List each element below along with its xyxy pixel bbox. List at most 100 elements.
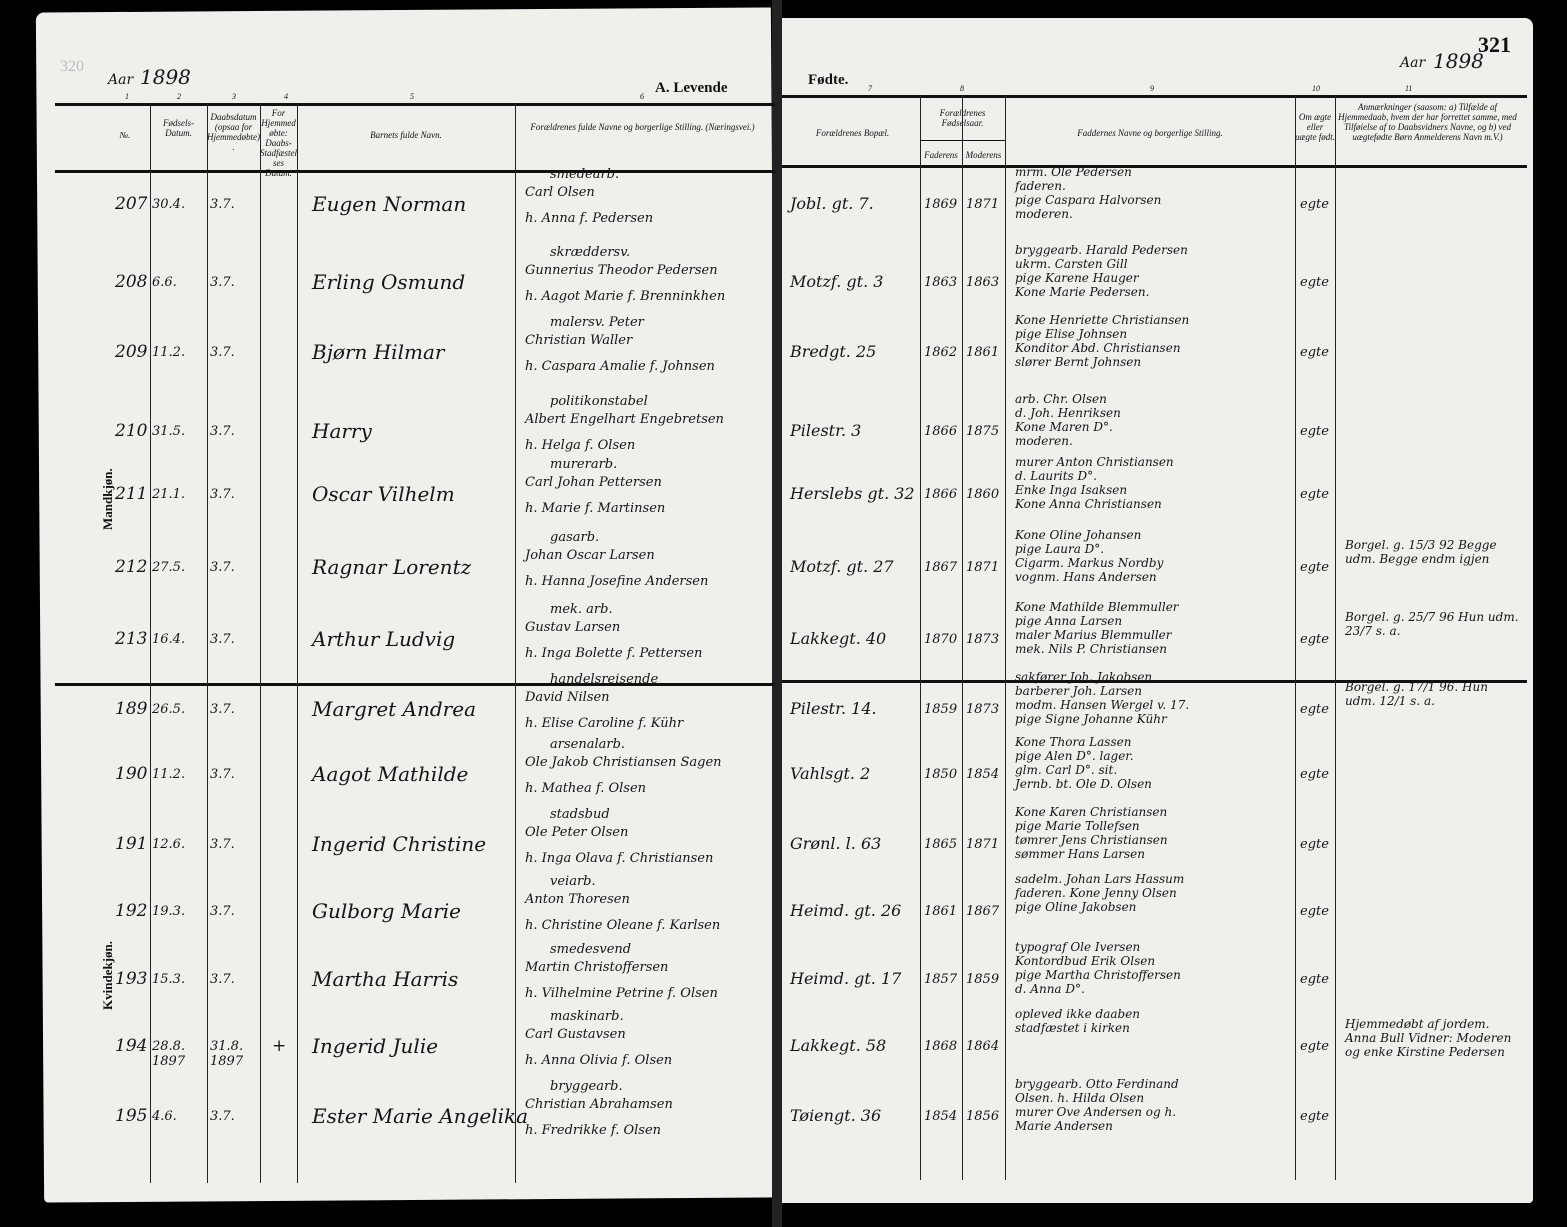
legitimacy: egte	[1300, 275, 1329, 290]
header-child-name: Barnets fulde Navn.	[370, 130, 442, 140]
mother-birth-year: 1873	[966, 632, 1000, 647]
header-home-baptized: For Hjemmedøbte: Daabs-Stadfæstelses Dat…	[260, 108, 298, 178]
godparent: sømmer Hans Larsen	[1015, 847, 1145, 861]
godparent: bryggearb. Harald Pedersen	[1015, 243, 1188, 257]
father-occupation: maskinarb.	[550, 1009, 624, 1024]
father-name: Christian Waller	[525, 333, 633, 348]
godparent: pige Karene Hauger	[1015, 271, 1139, 285]
legitimacy: egte	[1300, 345, 1329, 360]
father-birth-year: 1859	[924, 702, 958, 717]
section-male: Mandkjøn.	[100, 468, 115, 530]
father-name: Ole Jakob Christiansen Sagen	[525, 755, 722, 770]
child-name: Aagot Mathilde	[312, 762, 469, 786]
column-line	[962, 95, 963, 1180]
child-name: Ragnar Lorentz	[312, 555, 472, 579]
entry-number: 211	[115, 484, 148, 504]
father-occupation: bryggearb.	[550, 1079, 623, 1094]
child-name: Arthur Ludvig	[312, 627, 456, 651]
father-occupation: malersv. Peter	[550, 315, 644, 330]
header-legit: Om ægte eller uægte født.	[1295, 112, 1335, 142]
father-name: Gunnerius Theodor Pedersen	[525, 263, 718, 278]
father-name: Carl Gustavsen	[525, 1027, 626, 1042]
home-baptism-mark: +	[272, 1036, 287, 1056]
godparent: Kone Marie Pedersen.	[1015, 285, 1150, 299]
father-birth-year: 1866	[924, 424, 958, 439]
birth-date: 31.5.	[152, 424, 186, 439]
father-birth-year: 1866	[924, 487, 958, 502]
godparent: moderen.	[1015, 207, 1073, 221]
godparent: faderen. Kone Jenny Olsen	[1015, 886, 1177, 900]
entry-number: 210	[115, 421, 148, 441]
page-number-left: 320	[60, 58, 84, 75]
title-left: A. Levende	[655, 80, 728, 96]
legitimacy: egte	[1300, 632, 1329, 647]
residence: Bredgt. 25	[790, 342, 877, 361]
column-number: 1	[125, 92, 129, 101]
child-name: Bjørn Hilmar	[312, 340, 445, 364]
residence: Lakkegt. 40	[790, 629, 887, 648]
child-name: Erling Osmund	[312, 270, 466, 294]
father-name: Carl Olsen	[525, 185, 595, 200]
header-residence: Forældrenes Bopæl.	[815, 128, 890, 138]
legitimacy: egte	[1300, 424, 1329, 439]
legitimacy: egte	[1300, 487, 1329, 502]
father-birth-year: 1857	[924, 972, 958, 987]
column-number: 2	[177, 92, 181, 101]
remark: Borgel. g. 15/3 92 Begge udm. Begge endm…	[1345, 538, 1497, 566]
page-number-right: 321	[1478, 32, 1511, 57]
right-page	[778, 18, 1533, 1203]
mother-name: h. Anna f. Pedersen	[525, 211, 654, 226]
child-name: Margret Andrea	[312, 697, 477, 721]
column-number: 4	[284, 92, 288, 101]
birth-date: 28.8. 1897	[152, 1039, 186, 1069]
father-birth-year: 1867	[924, 560, 958, 575]
child-name: Oscar Vilhelm	[312, 482, 455, 506]
baptism-date: 3.7.	[210, 702, 235, 717]
entry-number: 208	[115, 272, 148, 292]
remark: Borgel. g. 25/7 96 Hun udm. 23/7 s. a.	[1345, 610, 1519, 638]
year-right: 1898	[1433, 49, 1484, 73]
mother-birth-year: 1864	[966, 1039, 1000, 1054]
header-birth-date: Fødsels-Datum.	[163, 118, 194, 138]
book-gutter	[772, 0, 782, 1227]
column-line	[1335, 95, 1336, 1180]
godparent: opleved ikke daaben	[1015, 1007, 1141, 1021]
godparent: pige Caspara Halvorsen	[1015, 193, 1162, 207]
residence: Motzf. gt. 27	[790, 557, 894, 576]
godparent: Kone Anna Christiansen	[1015, 497, 1162, 511]
column-number: 10	[1312, 84, 1320, 93]
entry-number: 209	[115, 342, 148, 362]
father-birth-year: 1854	[924, 1109, 958, 1124]
title-right: Fødte.	[808, 72, 849, 88]
godparent: Konditor Abd. Christiansen	[1015, 341, 1181, 355]
legitimacy: egte	[1300, 197, 1329, 212]
legitimacy: egte	[1300, 1039, 1329, 1054]
column-line	[207, 103, 208, 1183]
column-number: 3	[232, 92, 236, 101]
column-line	[515, 103, 516, 1183]
column-number: 11	[1405, 84, 1413, 93]
baptism-date: 3.7.	[210, 487, 235, 502]
baptism-date: 31.8. 1897	[210, 1039, 244, 1069]
mother-name: h. Hanna Josefine Andersen	[525, 574, 709, 589]
godparent: Kone Thora Lassen	[1015, 735, 1132, 749]
godparent: typograf Ole Iversen	[1015, 940, 1141, 954]
entry-number: 189	[115, 699, 148, 719]
father-birth-year: 1861	[924, 904, 958, 919]
birth-date: 27.5.	[152, 560, 186, 575]
godparent: Kone Karen Christiansen	[1015, 805, 1168, 819]
father-name: Johan Oscar Larsen	[525, 548, 655, 563]
rule-line	[55, 170, 775, 173]
birth-date: 12.6.	[152, 837, 186, 852]
baptism-date: 3.7.	[210, 197, 235, 212]
baptism-date: 3.7.	[210, 972, 235, 987]
header-godparents: Faddernes Navne og borgerlige Stilling.	[1077, 128, 1223, 138]
godparent: Enke Inga Isaksen	[1015, 483, 1128, 497]
godparent: pige Alen D°. lager.	[1015, 749, 1134, 763]
father-occupation: stadsbud	[550, 807, 610, 822]
godparent: glm. Carl D°. sit.	[1015, 763, 1118, 777]
residence: Herslebs gt. 32	[790, 484, 915, 503]
mother-birth-year: 1859	[966, 972, 1000, 987]
column-number: 9	[1150, 84, 1154, 93]
child-name: Ester Marie Angelika	[312, 1104, 529, 1128]
